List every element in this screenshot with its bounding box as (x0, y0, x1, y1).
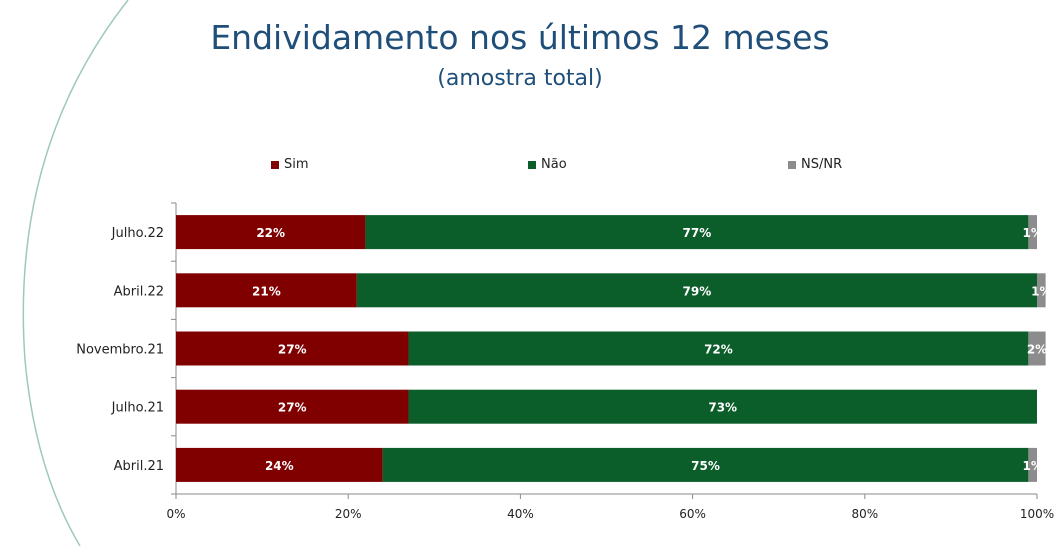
bar-segment (176, 447, 383, 482)
bar-segment (1028, 447, 1037, 482)
legend-swatch-nsnr (788, 160, 796, 169)
category-label: Abril.22 (114, 284, 164, 299)
category-label: Abril.21 (114, 459, 164, 474)
data-label: 1% (1023, 459, 1043, 473)
bar-segment (176, 331, 409, 366)
bar-segment (176, 215, 366, 250)
data-label: 22% (256, 226, 285, 240)
x-tick-label: 20% (335, 507, 362, 521)
data-label: 79% (683, 284, 712, 298)
bar-segment (356, 273, 1037, 308)
x-tick-label: 60% (679, 507, 706, 521)
legend-item-sim: Sim (271, 157, 309, 172)
bar-segment (1028, 215, 1037, 250)
category-label: Julho.21 (111, 401, 164, 416)
bar-segment (1028, 331, 1046, 366)
chart-legend: Sim Não NS/NR (0, 157, 1064, 175)
data-label: 72% (704, 343, 733, 357)
data-label: 21% (252, 284, 281, 298)
chart-subtitle: (amostra total) (437, 66, 603, 91)
data-label: 77% (683, 226, 712, 240)
data-label: 27% (278, 343, 307, 357)
data-label: 1% (1031, 284, 1051, 298)
category-label: Julho.22 (111, 226, 164, 241)
legend-swatch-nao (528, 160, 536, 169)
bar-segment (365, 215, 1029, 250)
data-label: 24% (265, 459, 294, 473)
category-label: Novembro.21 (76, 343, 164, 358)
legend-label-sim: Sim (284, 157, 309, 172)
x-tick-label: 0% (166, 507, 185, 521)
bar-segment (408, 331, 1029, 366)
legend-label-nao: Não (541, 157, 567, 172)
chart-title: Endividamento nos últimos 12 meses (210, 18, 830, 57)
legend-label-nsnr: NS/NR (801, 157, 843, 172)
data-label: 1% (1023, 226, 1043, 240)
legend-item-nao: Não (528, 157, 567, 172)
bar-segment (1037, 273, 1046, 308)
bar-segment (176, 389, 409, 424)
data-label: 2% (1027, 343, 1047, 357)
x-tick-label: 40% (507, 507, 534, 521)
legend-item-nsnr: NS/NR (788, 157, 842, 172)
data-label: 73% (708, 401, 737, 415)
data-label: 27% (278, 401, 307, 415)
data-label: 75% (691, 459, 720, 473)
x-tick-label: 80% (851, 507, 878, 521)
bar-segment (176, 273, 357, 308)
bar-segment (382, 447, 1029, 482)
x-tick-label: 100% (1020, 507, 1054, 521)
bar-segment (408, 389, 1038, 424)
legend-swatch-sim (271, 160, 279, 169)
